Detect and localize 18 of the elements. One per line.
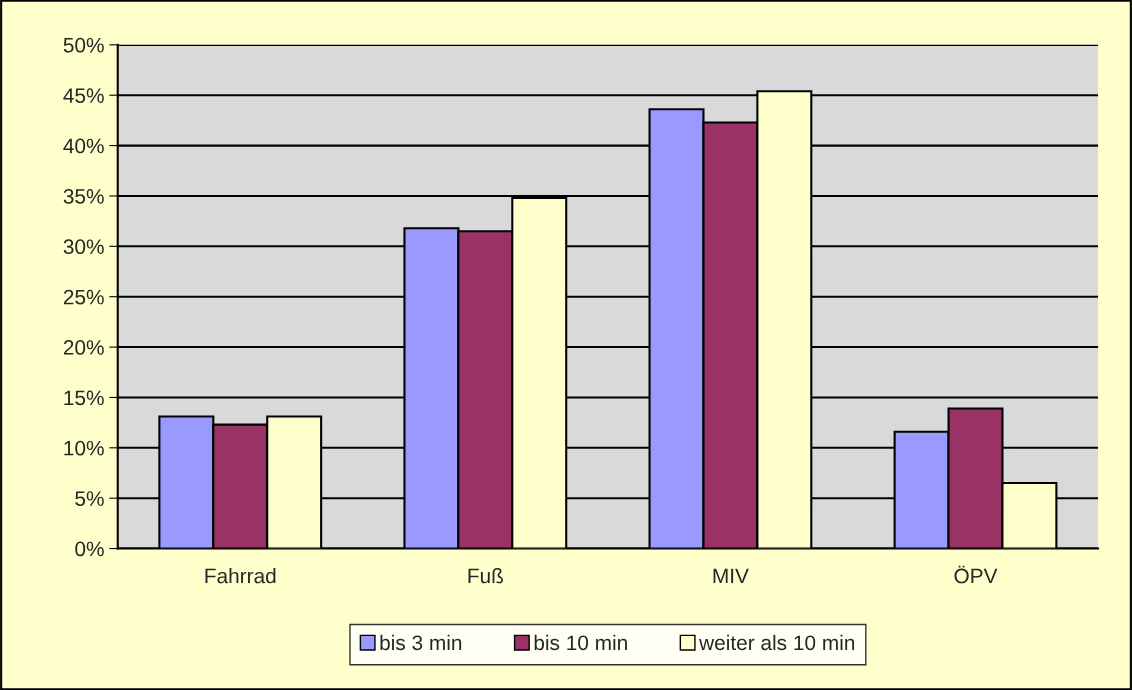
x-tick-label: ÖPV: [954, 565, 998, 584]
legend-label: bis 3 min: [380, 634, 462, 651]
y-tick-label: 5%: [75, 491, 104, 506]
legend-label: bis 10 min: [534, 634, 627, 651]
y-tick-label: 25%: [63, 289, 104, 305]
y-tick-label: 30%: [63, 239, 104, 255]
y-tick-label: 50%: [63, 37, 104, 53]
y-tick-label: 10%: [64, 440, 104, 456]
x-tick-label: Fuß: [468, 567, 504, 584]
y-tick-label: 15%: [64, 390, 104, 406]
y-tick-label: 0%: [75, 541, 104, 557]
y-tick-label: 45%: [63, 88, 104, 103]
y-tick-label: 35%: [63, 188, 104, 204]
legend-label: weiter als 10 min: [699, 634, 855, 651]
x-tick-label: MIV: [713, 568, 749, 584]
y-tick-label: 20%: [63, 340, 104, 355]
x-tick-label: Fahrrad: [205, 567, 276, 584]
y-tick-label: 40%: [63, 138, 104, 154]
